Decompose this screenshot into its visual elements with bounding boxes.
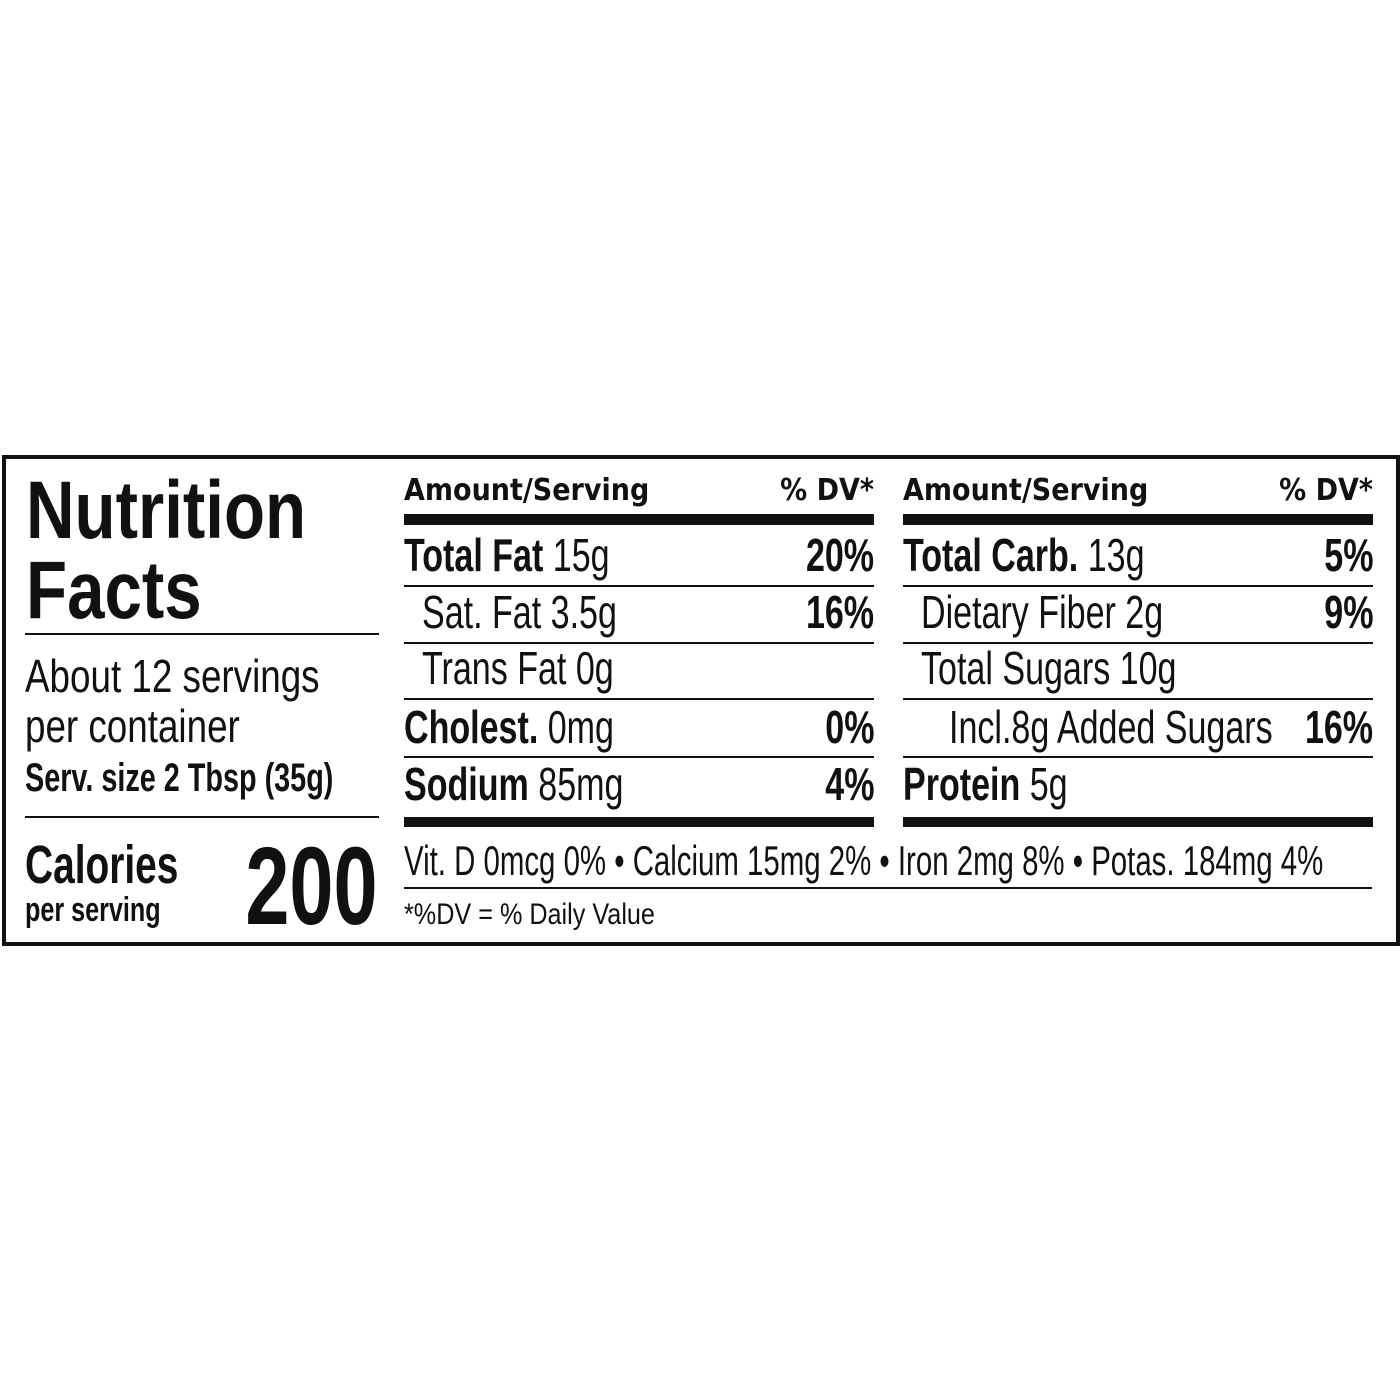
nutrient-row: Sat. Fat 3.5g 16%: [404, 587, 874, 637]
row-divider: [404, 756, 874, 758]
nutrient-name: Incl.8g Added Sugars: [949, 701, 1273, 753]
nutrient-name: Dietary Fiber: [921, 586, 1116, 638]
row-divider: [404, 585, 874, 587]
nutrient-name: Sodium: [404, 758, 529, 810]
nutrient-daily-value: 16%: [805, 586, 874, 638]
nutrient-amount: 0g: [575, 642, 614, 694]
divider: [404, 887, 1372, 889]
row-divider: [903, 698, 1373, 700]
nutrient-amount: 0mg: [547, 701, 614, 753]
nutrient-row: Dietary Fiber 2g 9%: [903, 587, 1373, 637]
row-divider: [903, 585, 1373, 587]
row-divider: [404, 698, 874, 700]
header-daily-value: % DV*: [780, 473, 874, 508]
label-title-line1: Nutrition: [26, 465, 307, 556]
row-divider: [903, 756, 1373, 758]
header-amount-serving: Amount/Serving: [903, 473, 1149, 508]
nutrient-daily-value: 0%: [824, 701, 874, 753]
nutrient-amount: 2g: [1125, 586, 1164, 638]
nutrient-daily-value: 5%: [1323, 529, 1373, 581]
nutrient-amount: 10g: [1119, 642, 1177, 694]
nutrient-name: Sat. Fat: [422, 586, 542, 638]
serving-size: Serv. size 2 Tbsp (35g): [25, 756, 334, 800]
dv-footnote: *%DV = % Daily Value: [404, 898, 655, 931]
nutrient-amount: 85mg: [538, 758, 624, 810]
nutrient-row: Total Sugars 10g: [903, 643, 1373, 693]
header-amount-serving: Amount/Serving: [404, 473, 650, 508]
header-daily-value: % DV*: [1279, 473, 1373, 508]
vitamins-minerals: Vit. D 0mcg 0% • Calcium 15mg 2% • Iron …: [404, 837, 1324, 884]
nutrient-daily-value: 20%: [805, 529, 874, 581]
nutrient-name: Total Sugars: [921, 642, 1111, 694]
calories-label: Calories: [25, 835, 179, 895]
nutrient-daily-value: 4%: [824, 758, 874, 810]
nutrient-row: Protein 5g: [903, 759, 1373, 809]
nutrient-row: Cholest. 0mg 0%: [404, 702, 874, 752]
servings-per-container: About 12 servings: [25, 650, 320, 702]
row-divider: [404, 642, 874, 644]
nutrient-name: Protein: [903, 758, 1021, 810]
servings-per-container-line2: per container: [25, 700, 240, 752]
thick-divider: [404, 514, 874, 525]
nutrient-name: Total Fat: [404, 529, 544, 581]
nutrient-row: Total Fat 15g 20%: [404, 530, 874, 580]
divider: [25, 633, 379, 635]
thick-divider: [404, 817, 874, 827]
thick-divider: [903, 514, 1373, 525]
nutrient-amount: 5g: [1029, 758, 1068, 810]
nutrient-row: Sodium 85mg 4%: [404, 759, 874, 809]
divider: [25, 816, 379, 818]
nutrient-amount: 3.5g: [550, 586, 617, 638]
nutrient-name: Cholest.: [404, 701, 539, 753]
nutrition-facts-label: [2, 455, 1400, 946]
calories-value: 200: [245, 825, 378, 948]
calories-sub: per serving: [25, 891, 161, 929]
nutrient-daily-value: 16%: [1304, 701, 1373, 753]
nutrient-name: Total Carb.: [903, 529, 1079, 581]
nutrient-amount: 15g: [552, 529, 610, 581]
nutrient-row: Total Carb. 13g 5%: [903, 530, 1373, 580]
nutrient-row: Incl.8g Added Sugars 16%: [903, 702, 1373, 752]
nutrient-daily-value: 9%: [1323, 586, 1373, 638]
nutrient-amount: 13g: [1087, 529, 1145, 581]
nutrient-row: Trans Fat 0g: [404, 643, 874, 693]
row-divider: [903, 642, 1373, 644]
thick-divider: [903, 817, 1373, 827]
label-title-line2: Facts: [26, 545, 202, 636]
nutrient-name: Trans Fat: [422, 642, 567, 694]
